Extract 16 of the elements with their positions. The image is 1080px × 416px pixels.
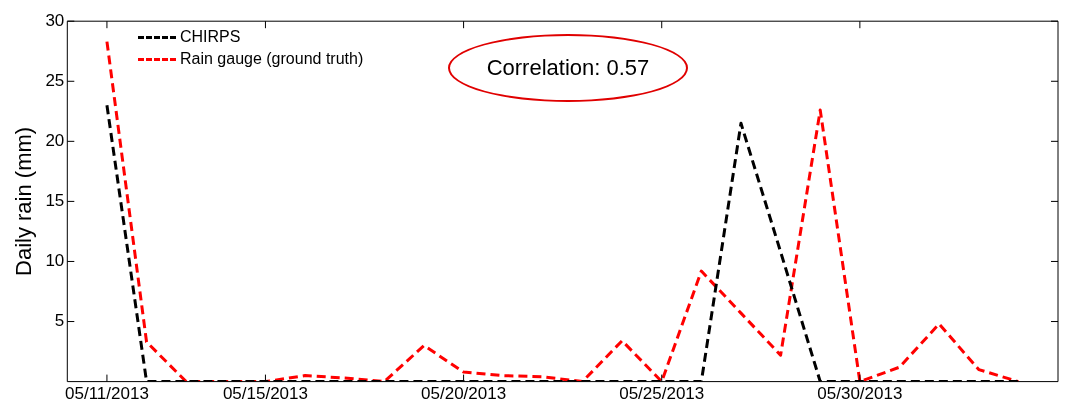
y-tick-label: 20 (45, 131, 65, 151)
x-tick-label: 05/15/2013 (222, 384, 308, 404)
y-tick-label: 5 (54, 311, 65, 331)
annotation: Correlation: 0.57 (486, 55, 650, 81)
y-tick-label: 30 (45, 10, 65, 30)
y-axis-title: Daily rain (mm) (11, 126, 37, 276)
y-tick-label: 15 (45, 191, 65, 211)
legend-label: CHIRPS (180, 27, 241, 47)
x-tick-label: 05/30/2013 (817, 384, 903, 404)
x-tick-label: 05/11/2013 (65, 384, 149, 404)
x-tick-label: 05/20/2013 (421, 384, 507, 404)
legend-label: Rain gauge (ground truth) (180, 49, 364, 69)
y-tick-label: 10 (45, 251, 65, 271)
line-series (105, 40, 1020, 382)
y-tick-label: 25 (45, 70, 65, 90)
x-tick-label: 05/25/2013 (619, 384, 705, 404)
